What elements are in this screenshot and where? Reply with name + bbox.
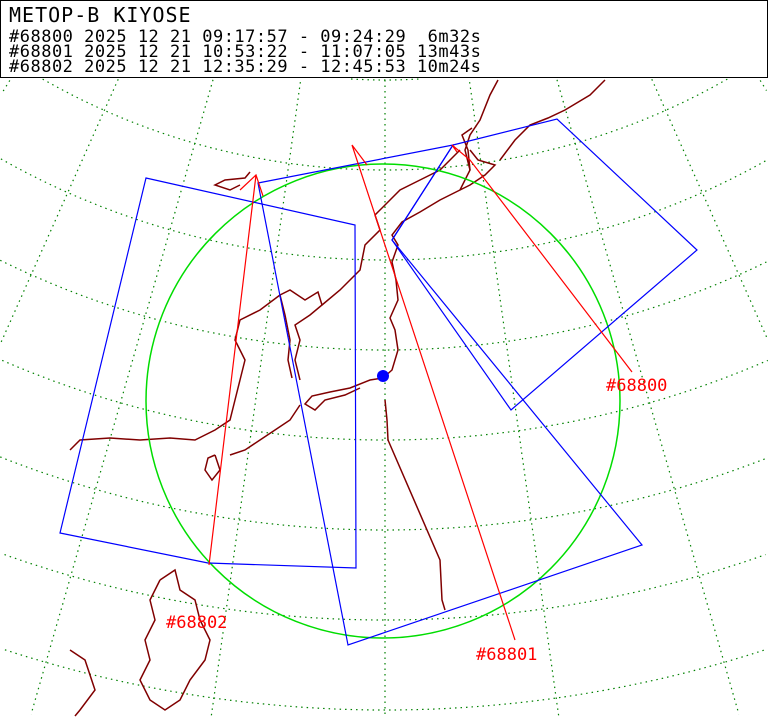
coast-manchuria bbox=[321, 149, 461, 306]
longitude-line bbox=[210, 82, 301, 716]
longitude-line bbox=[651, 79, 768, 339]
coast-kamchatka bbox=[213, 171, 251, 191]
longitude-line bbox=[30, 79, 214, 715]
swath-68802 bbox=[59, 177, 357, 569]
longitude-line bbox=[0, 79, 119, 343]
longitude-line bbox=[556, 79, 740, 715]
longitude-line bbox=[0, 80, 11, 95]
track-label-68802: #68802 bbox=[166, 613, 227, 633]
coast-hokkaido bbox=[459, 149, 497, 191]
coast-japan-west bbox=[303, 377, 384, 411]
coast-islands bbox=[384, 399, 446, 611]
swaths bbox=[59, 118, 698, 646]
latitude-line bbox=[4, 649, 766, 711]
coast-kurils bbox=[499, 79, 606, 161]
latitude-line bbox=[0, 456, 766, 531]
track-68802 bbox=[208, 173, 264, 566]
map-canvas: #68800 #68801 #68802 bbox=[0, 78, 768, 717]
latitude-line bbox=[0, 158, 767, 261]
coast-philippines bbox=[139, 568, 211, 711]
swath-68801 bbox=[257, 144, 644, 646]
latitude-line bbox=[350, 78, 420, 81]
coast-ryukyu bbox=[229, 404, 301, 456]
pass-header: METOP-B KIYOSE #68800 2025 12 21 09:17:5… bbox=[0, 0, 768, 78]
track-label-68801: #68801 bbox=[476, 645, 537, 665]
coverage-circle bbox=[145, 163, 621, 639]
latitude-line bbox=[42, 78, 728, 171]
coastlines bbox=[69, 79, 606, 717]
station-marker bbox=[377, 370, 389, 382]
satellite-station-title: METOP-B KIYOSE bbox=[9, 3, 192, 27]
coast-taiwan bbox=[204, 454, 221, 482]
track-68801 bbox=[351, 144, 516, 641]
pass-row: #68802 2025 12 21 12:35:29 - 12:45:53 10… bbox=[9, 57, 482, 77]
pass-row: #68801 2025 12 21 10:53:22 - 11:07:05 13… bbox=[9, 42, 482, 62]
coast-korea bbox=[279, 289, 323, 381]
track-68800 bbox=[451, 144, 633, 373]
longitude-line bbox=[469, 82, 560, 716]
swath-68800 bbox=[391, 118, 698, 411]
track-label-68800: #68800 bbox=[606, 376, 667, 396]
coast-borneo bbox=[69, 649, 96, 717]
latitude-line bbox=[0, 259, 767, 351]
coast-china bbox=[69, 294, 281, 451]
graticule bbox=[0, 78, 768, 716]
longitude-line bbox=[759, 80, 768, 91]
pass-row: #68800 2025 12 21 09:17:57 - 09:24:29 6m… bbox=[9, 27, 482, 47]
ground-tracks bbox=[208, 144, 633, 641]
coast-japan bbox=[382, 79, 499, 379]
